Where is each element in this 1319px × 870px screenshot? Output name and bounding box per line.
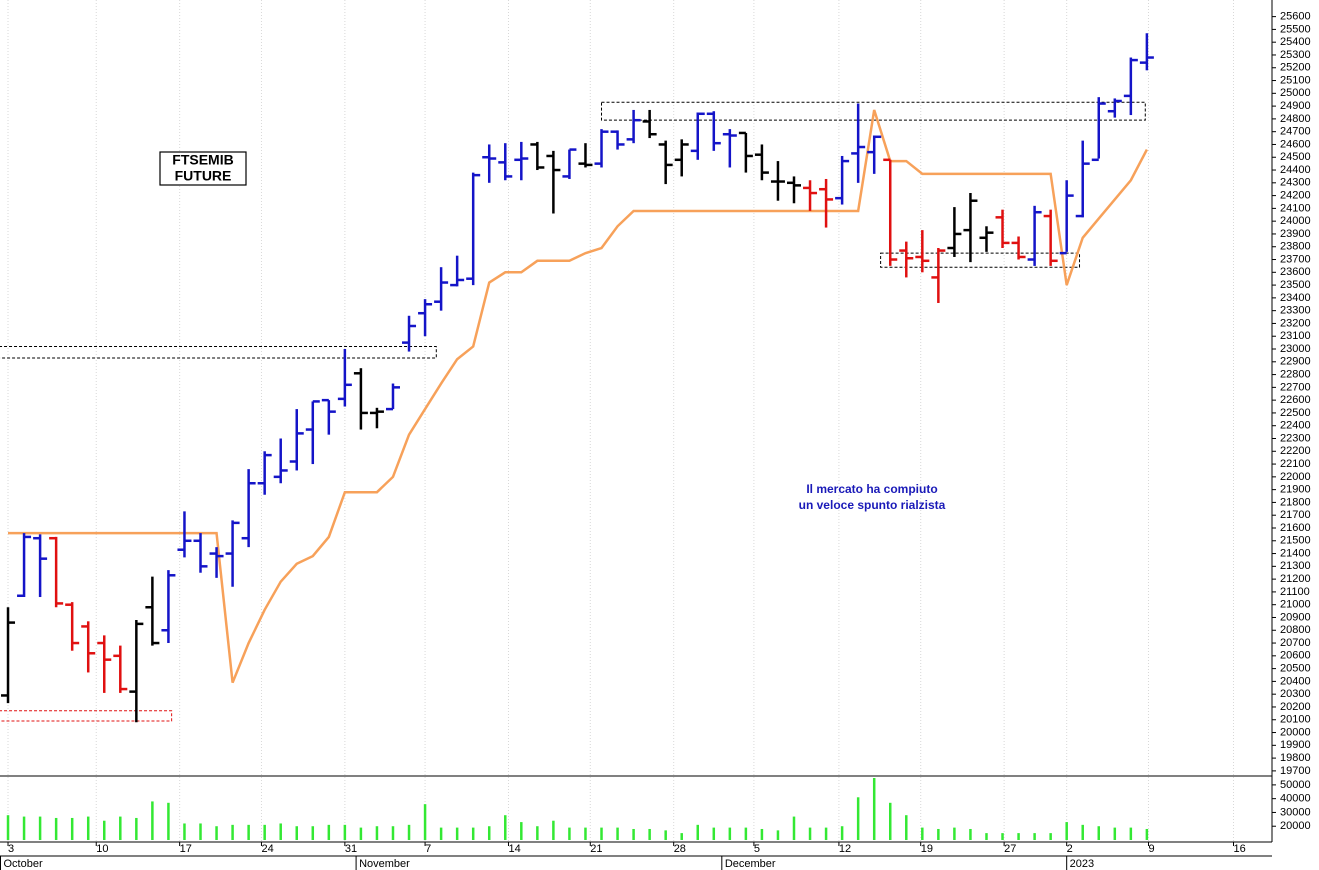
x-tick-label: 19	[921, 843, 933, 855]
y-tick-label: 23400	[1280, 292, 1311, 304]
zone	[601, 101, 1146, 121]
x-tick-label: 12	[839, 843, 851, 855]
y-tick-label: 21600	[1280, 522, 1311, 534]
title-box	[159, 151, 247, 186]
y-tick-label: 23500	[1280, 279, 1311, 291]
y-tick-label: 21400	[1280, 547, 1311, 559]
annotation: Il mercato ha compiuto	[806, 482, 937, 496]
y-tick-label: 22000	[1280, 471, 1311, 483]
y-tick-label: 21000	[1280, 599, 1311, 611]
y-tick-label: 30000	[1280, 806, 1311, 818]
zone	[0, 710, 173, 722]
y-tick-label: 22700	[1280, 381, 1311, 393]
x-tick-label: 17	[180, 843, 192, 855]
y-tick-label: 20700	[1280, 637, 1311, 649]
y-tick-label: 22100	[1280, 458, 1311, 470]
month-label: November	[359, 858, 410, 870]
y-tick-label: 22900	[1280, 356, 1311, 368]
y-tick-label: 19700	[1280, 765, 1311, 777]
x-tick-label: 31	[345, 843, 357, 855]
y-tick-label: 25500	[1280, 23, 1311, 35]
month-label: 2023	[1070, 858, 1094, 870]
y-tick-label: 40000	[1280, 793, 1311, 805]
y-tick-label: 23600	[1280, 266, 1311, 278]
y-tick-label: 20600	[1280, 650, 1311, 662]
moving-average	[8, 109, 1148, 684]
y-tick-label: 25100	[1280, 74, 1311, 86]
y-tick-label: 21100	[1280, 586, 1310, 598]
y-tick-label: 21200	[1280, 573, 1311, 585]
y-tick-label: 20100	[1280, 714, 1311, 726]
y-tick-label: 22500	[1280, 407, 1311, 419]
y-tick-label: 24100	[1280, 202, 1311, 214]
y-tick-label: 25300	[1280, 49, 1311, 61]
month-label: December	[725, 858, 776, 870]
y-tick-label: 20900	[1280, 611, 1311, 623]
title-line: FTSEMIB	[172, 152, 233, 168]
y-tick-label: 25000	[1280, 87, 1311, 99]
y-tick-label: 20000	[1280, 726, 1311, 738]
y-tick-label: 20500	[1280, 663, 1311, 675]
title-line: FUTURE	[175, 168, 232, 184]
y-tick-label: 20000	[1280, 820, 1311, 832]
x-tick-label: 9	[1148, 843, 1154, 855]
y-tick-label: 23000	[1280, 343, 1311, 355]
x-tick-label: 5	[754, 843, 760, 855]
x-tick-label: 21	[590, 843, 602, 855]
zone	[880, 252, 1081, 268]
y-tick-label: 25200	[1280, 62, 1311, 74]
y-tick-label: 21900	[1280, 484, 1311, 496]
x-tick-label: 7	[425, 843, 431, 855]
y-tick-label: 22800	[1280, 368, 1311, 380]
y-tick-label: 22400	[1280, 420, 1311, 432]
y-tick-label: 24000	[1280, 215, 1311, 227]
y-tick-label: 20300	[1280, 688, 1311, 700]
annotation: un veloce spunto rialzista	[799, 498, 946, 512]
x-tick-label: 28	[674, 843, 686, 855]
y-tick-label: 24500	[1280, 151, 1311, 163]
x-tick-label: 27	[1004, 843, 1016, 855]
y-tick-label: 20200	[1280, 701, 1311, 713]
y-tick-label: 24900	[1280, 100, 1311, 112]
x-tick-label: 2	[1067, 843, 1073, 855]
y-tick-label: 20400	[1280, 675, 1311, 687]
y-tick-label: 23700	[1280, 253, 1311, 265]
y-tick-label: 24200	[1280, 190, 1311, 202]
y-tick-label: 24800	[1280, 113, 1311, 125]
x-tick-label: 3	[8, 843, 14, 855]
zone	[0, 345, 437, 359]
x-tick-label: 24	[261, 843, 273, 855]
y-tick-label: 23300	[1280, 305, 1311, 317]
month-label: October	[4, 858, 43, 870]
y-tick-label: 22300	[1280, 432, 1311, 444]
y-tick-label: 23200	[1280, 317, 1311, 329]
y-tick-label: 23800	[1280, 241, 1311, 253]
grid	[7, 0, 1235, 842]
y-tick-label: 21800	[1280, 496, 1311, 508]
y-tick-label: 24300	[1280, 177, 1311, 189]
x-tick-label: 10	[96, 843, 108, 855]
y-tick-label: 25400	[1280, 36, 1311, 48]
x-tick-label: 14	[508, 843, 520, 855]
y-tick-label: 22200	[1280, 445, 1311, 457]
y-tick-label: 50000	[1280, 779, 1311, 791]
y-tick-label: 19900	[1280, 739, 1311, 751]
y-tick-label: 23900	[1280, 228, 1311, 240]
y-tick-label: 21500	[1280, 535, 1311, 547]
y-tick-label: 25600	[1280, 11, 1311, 23]
y-tick-label: 23100	[1280, 330, 1311, 342]
y-tick-label: 19800	[1280, 752, 1311, 764]
y-tick-label: 24700	[1280, 126, 1311, 138]
y-tick-label: 21700	[1280, 509, 1311, 521]
y-tick-label: 21300	[1280, 560, 1311, 572]
y-tick-label: 20800	[1280, 624, 1311, 636]
y-tick-label: 22600	[1280, 394, 1311, 406]
y-tick-label: 24400	[1280, 164, 1311, 176]
x-tick-label: 16	[1234, 843, 1246, 855]
y-tick-label: 24600	[1280, 138, 1311, 150]
